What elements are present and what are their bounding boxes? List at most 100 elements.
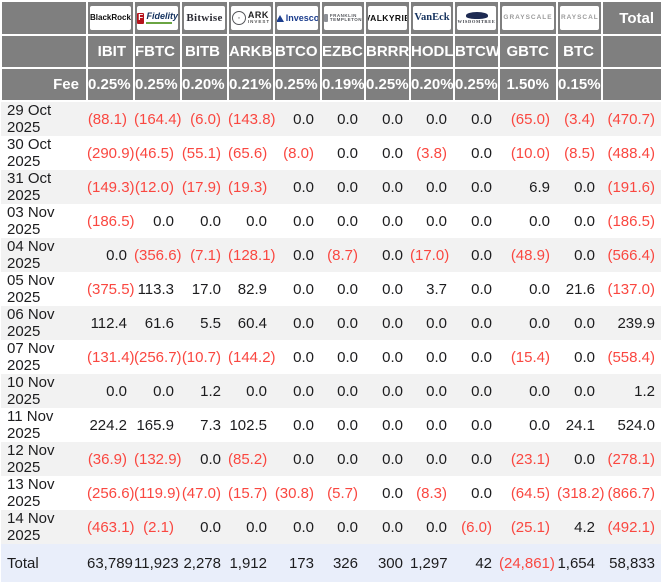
- fee-btc: 0.15%: [556, 67, 603, 102]
- issuer-name: FRANKLIN: [329, 12, 357, 18]
- value-cell: 0.0: [410, 101, 454, 136]
- issuer-name: Invesco: [285, 12, 318, 23]
- date-cell: 03 Nov 2025: [7, 204, 55, 238]
- value-cell: 0.0: [471, 348, 492, 366]
- grayscale-logo-icon: GRAYSCALE: [560, 6, 599, 30]
- blank-cell: [601, 34, 661, 69]
- value-cell: 0.0: [134, 374, 181, 408]
- issuer-name: VALKYRIE: [368, 12, 407, 23]
- value-cell: (10.0): [510, 144, 550, 162]
- date-cell: 04 Nov 2025: [1, 238, 87, 272]
- value-cell: 0.0: [382, 144, 403, 162]
- ticker-row: IBIT FBTC BITB ARKB BTCO EZBC BRRR HODL BTCW GBTC…: [0, 34, 661, 69]
- value-cell: 0.0: [410, 374, 454, 408]
- issuer-logo-cell: WISDOMTREE: [453, 0, 500, 36]
- vaneck-logo-icon: VanEck: [413, 6, 451, 30]
- value-cell: (144.2): [228, 348, 276, 366]
- issuer-logo-cell: VALKYRIE: [364, 0, 411, 36]
- total-label: Total: [1, 544, 87, 582]
- value-cell: 0.0: [365, 510, 410, 544]
- value-cell: 0.0: [246, 212, 267, 230]
- value-cell: 0.0: [365, 170, 410, 204]
- issuer-logo-row: BlackRock F Fidelity Bitwise ◦ ARK INVEST Inves…: [0, 0, 661, 36]
- value-cell: 0.0: [557, 238, 602, 272]
- valkyrie-logo-icon: VALKYRIE: [368, 6, 407, 30]
- value-cell: 0.0: [499, 374, 557, 408]
- issuer-logo-cell: VanEck: [409, 0, 455, 36]
- value-cell: 0.0: [454, 442, 499, 476]
- value-cell: 0.0: [426, 348, 447, 366]
- value-cell: (278.1): [602, 442, 661, 476]
- value-cell: 0.0: [382, 484, 403, 502]
- value-cell: 61.6: [134, 306, 181, 340]
- value-cell: (191.6): [602, 170, 661, 204]
- value-cell: 60.4: [228, 306, 274, 340]
- ticker-btc: BTC: [556, 34, 603, 69]
- issuer-logo-cell: FRANKLIN TEMPLETON: [320, 0, 366, 36]
- value-cell: 0.0: [574, 348, 595, 366]
- total-value-cell: 42: [454, 544, 499, 582]
- value-cell: 239.9: [602, 306, 661, 340]
- total-value-cell: 63,789: [87, 544, 134, 582]
- value-cell: (375.5): [87, 280, 135, 298]
- value-cell: 0.0: [499, 306, 557, 340]
- value-cell: 524.0: [617, 416, 655, 434]
- table-row: 06 Nov 2025 112.4 61.6 5.5 60.4 0.0 0.0 0.0 0.0 0…: [1, 306, 661, 340]
- value-cell: 0.0: [454, 101, 499, 136]
- value-cell: 21.6: [565, 280, 595, 298]
- value-cell: 7.3: [200, 416, 221, 434]
- value-cell: (119.9): [134, 484, 181, 502]
- value-cell: 0.0: [365, 374, 410, 408]
- value-cell: 112.4: [87, 306, 134, 340]
- total-value-cell: 300: [365, 544, 410, 582]
- value-cell: 6.9: [499, 170, 557, 204]
- value-cell: (36.9): [87, 442, 134, 476]
- blank-cell: [0, 34, 88, 69]
- total-value-cell: 1,654: [557, 544, 602, 582]
- wisdomtree-tree-icon: [465, 11, 488, 19]
- value-cell: (8.0): [283, 144, 314, 162]
- fee-arkb: 0.21%: [227, 67, 275, 102]
- fidelity-logo-icon: F Fidelity: [137, 6, 178, 30]
- issuer-name: GRAYSCALE: [560, 13, 599, 21]
- value-cell: (8.5): [564, 144, 595, 162]
- value-cell: 0.0: [337, 212, 358, 230]
- value-cell: (186.5): [87, 212, 135, 230]
- issuer-subname: INVEST: [247, 19, 271, 25]
- value-cell: (64.5): [510, 484, 550, 502]
- value-cell: (25.1): [499, 510, 557, 544]
- value-cell: 0.0: [471, 484, 492, 502]
- ticker-brrr: BRRR: [364, 34, 411, 69]
- value-cell: 0.0: [87, 374, 134, 408]
- value-cell: (256.6): [87, 484, 135, 502]
- value-cell: 165.9: [136, 416, 174, 434]
- value-cell: 4.2: [557, 510, 602, 544]
- issuer-logo-cell: Bitwise: [180, 0, 229, 36]
- value-cell: 0.0: [293, 280, 314, 298]
- value-cell: 0.0: [365, 101, 410, 136]
- issuer-name: VanEck: [414, 11, 450, 23]
- value-cell: 0.0: [181, 510, 228, 544]
- issuer-name: WISDOMTREE: [457, 18, 496, 24]
- value-cell: 0.0: [529, 416, 550, 434]
- table-row: 03 Nov 2025 (186.5) 0.0 0.0 0.0 0.0 0.0 0.0 0.0 0…: [1, 204, 661, 238]
- value-cell: 0.0: [529, 280, 550, 298]
- fee-btcw: 0.25%: [453, 67, 500, 102]
- invesco-logo-icon: Invesco: [277, 6, 318, 30]
- issuer-logo-cell: BlackRock: [86, 0, 135, 36]
- date-cell: 13 Nov 2025: [7, 476, 55, 510]
- total-value-cell: 58,833: [602, 544, 661, 582]
- value-cell: 0.0: [181, 442, 228, 476]
- value-cell: (470.7): [602, 101, 661, 136]
- value-cell: 0.0: [321, 170, 365, 204]
- value-cell: (5.7): [327, 484, 358, 502]
- issuer-logo-cell: ◦ ARK INVEST: [227, 0, 275, 36]
- blank-cell: [601, 67, 661, 102]
- value-cell: 0.0: [321, 442, 365, 476]
- value-cell: 0.0: [454, 374, 499, 408]
- value-cell: (356.6): [134, 238, 182, 272]
- value-cell: 0.0: [410, 442, 454, 476]
- value-cell: 0.0: [557, 306, 602, 340]
- value-cell: 0.0: [454, 306, 499, 340]
- issuer-logo-cell: F Fidelity: [133, 0, 182, 36]
